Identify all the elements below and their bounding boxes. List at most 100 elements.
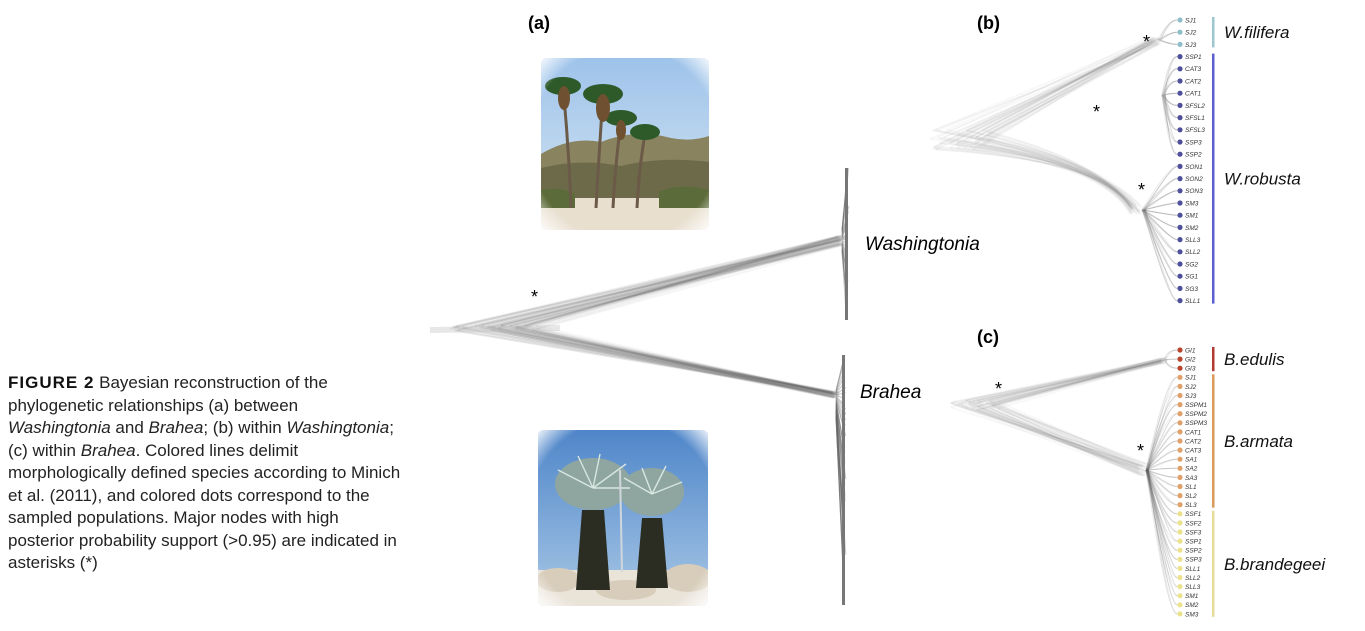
figure-label: FIGURE 2	[8, 373, 95, 392]
support-asterisk-b2: *	[1093, 102, 1100, 122]
support-asterisk-c1: *	[995, 379, 1002, 399]
tip-dot	[1177, 347, 1183, 353]
tip-dot	[1177, 224, 1183, 230]
tip-label: CAT1	[1185, 91, 1202, 98]
tip-label: SLL3	[1185, 237, 1201, 244]
tip-dot	[1177, 237, 1183, 243]
panel-c-label: (c)	[977, 327, 999, 347]
tip-label: CAT3	[1185, 448, 1202, 455]
tip-dot	[1177, 529, 1183, 535]
caption-genus-2: Brahea	[148, 418, 204, 437]
tip-dot	[1177, 163, 1183, 169]
tip-dot	[1177, 502, 1183, 508]
species-label: B.edulis	[1224, 350, 1285, 369]
tip-label: SM2	[1185, 602, 1199, 609]
tip-dot	[1177, 66, 1183, 72]
tip-dot	[1177, 102, 1183, 108]
tip-label: SG2	[1185, 261, 1198, 268]
support-asterisk-c2: *	[1137, 441, 1144, 461]
support-asterisk-b1: *	[1143, 32, 1150, 52]
species-bar	[1212, 17, 1215, 48]
caption-text-3: ; (b) within	[203, 418, 287, 437]
species-label: W.robusta	[1224, 170, 1301, 189]
tree-panel-b	[930, 19, 1178, 302]
tip-dot	[1177, 90, 1183, 96]
tip-label: SSP2	[1185, 548, 1202, 555]
species-bars-c: B.edulis B.armata B.brandegeei	[1212, 347, 1326, 617]
tip-dot	[1177, 54, 1183, 60]
tip-label: SL1	[1185, 484, 1197, 491]
caption-text-4: ; (c) within	[8, 418, 394, 460]
tip-label: SA3	[1185, 475, 1198, 482]
tip-label: SJ1	[1185, 375, 1197, 382]
tip-label: CAT3	[1185, 66, 1202, 73]
tip-dot	[1177, 483, 1183, 490]
tip-dot	[1177, 511, 1183, 517]
tip-label: SSPM2	[1185, 411, 1207, 418]
tip-dot	[1177, 78, 1183, 84]
tip-dot	[1177, 285, 1183, 291]
tip-label: SA1	[1185, 457, 1198, 464]
tip-dot	[1177, 365, 1183, 371]
tip-label: SSP1	[1185, 539, 1202, 546]
tip-dot	[1177, 465, 1183, 471]
species-bar	[1212, 374, 1215, 508]
tip-label: SSP2	[1185, 152, 1202, 159]
tip-dot	[1177, 29, 1183, 35]
tip-label: SFSL3	[1185, 127, 1205, 134]
tip-label: SM2	[1185, 225, 1199, 232]
tip-label: SSP1	[1185, 54, 1202, 61]
tip-label: CAT1	[1185, 429, 1202, 436]
tip-dot	[1177, 273, 1183, 279]
caption-text-2: and	[110, 418, 149, 437]
tip-label: SA2	[1185, 466, 1198, 473]
species-bar	[1212, 53, 1215, 304]
tip-dot	[1177, 584, 1183, 590]
tip-dot	[1177, 447, 1183, 453]
tip-label: SJ2	[1185, 30, 1197, 37]
tip-dot	[1177, 565, 1183, 572]
tip-label: SJ3	[1185, 393, 1197, 400]
tip-label: SLL2	[1185, 575, 1201, 582]
tip-label: SSF2	[1185, 520, 1202, 527]
tip-dot	[1177, 438, 1183, 444]
tip-label: SM3	[1185, 611, 1199, 618]
species-label: B.brandegeei	[1224, 555, 1326, 574]
species-label: B.armata	[1224, 432, 1293, 451]
tip-label: SON1	[1185, 164, 1203, 171]
clade-label-brahea: Brahea	[860, 382, 921, 403]
tip-label: SG3	[1185, 286, 1198, 293]
tip-label: CAT2	[1185, 78, 1202, 85]
tip-dot	[1177, 356, 1183, 362]
caption-text-5: . Colored lines delimit morphologically …	[8, 440, 401, 573]
tip-label: SM1	[1185, 213, 1199, 220]
tip-dot	[1177, 374, 1183, 380]
tip-dot	[1177, 200, 1183, 206]
species-label: W.filifera	[1224, 23, 1290, 42]
tip-dot	[1177, 392, 1183, 399]
tip-dot	[1177, 41, 1183, 48]
washingtonia-photo	[541, 58, 709, 230]
tip-dot	[1177, 420, 1183, 426]
tip-dot	[1177, 176, 1183, 182]
tip-dot	[1177, 151, 1183, 157]
tip-dot	[1177, 538, 1183, 544]
tip-dot	[1177, 493, 1183, 499]
tip-label: SSP3	[1185, 557, 1202, 564]
tip-dot	[1177, 547, 1183, 553]
tip-label: SFSL2	[1185, 103, 1205, 110]
tip-dot	[1177, 298, 1183, 304]
tip-dot	[1177, 574, 1183, 581]
tip-dot	[1177, 115, 1183, 121]
tip-label: SL2	[1185, 493, 1197, 500]
tip-dot	[1177, 402, 1183, 408]
tip-label: SSPM1	[1185, 402, 1207, 409]
tip-dot	[1177, 556, 1183, 562]
tip-label: SG1	[1185, 274, 1198, 281]
tip-dot	[1177, 593, 1183, 599]
tip-label: SM1	[1185, 593, 1199, 600]
figure-caption: FIGURE 2 Bayesian reconstruction of the …	[8, 372, 403, 575]
support-asterisk-b3: *	[1138, 180, 1145, 200]
caption-genus-4: Brahea	[80, 440, 136, 460]
